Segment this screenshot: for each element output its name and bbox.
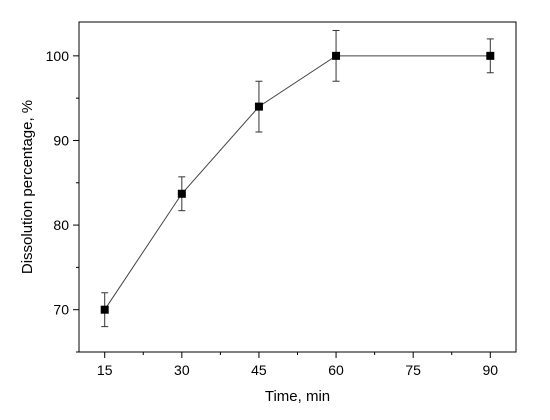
- plot-frame: [78, 21, 517, 353]
- data-point-90: [486, 51, 495, 60]
- x-axis-tick-labels: 15 30 45 60 75 90: [97, 362, 498, 378]
- data-point-30: [177, 189, 186, 198]
- y-tick-label-100: 100: [46, 48, 70, 64]
- y-axis-ticks: [73, 55, 79, 353]
- y-axis-title: Dissolution percentage, %: [19, 100, 36, 274]
- x-axis-title: Time, min: [265, 388, 330, 405]
- data-point-15: [100, 305, 109, 314]
- y-tick-label-70: 70: [53, 302, 69, 318]
- y-tick-label-80: 80: [53, 217, 69, 233]
- series-layer: [100, 29, 495, 328]
- y-tick-label-90: 90: [53, 132, 69, 148]
- x-axis-ticks: [104, 352, 491, 358]
- y-axis-tick-labels: 70 80 90 100: [46, 48, 70, 318]
- data-point-45: [254, 102, 263, 111]
- series-line: [104, 55, 491, 310]
- x-tick-label-15: 15: [97, 362, 113, 378]
- x-tick-label-45: 45: [251, 362, 267, 378]
- x-tick-label-75: 75: [405, 362, 421, 378]
- x-tick-label-30: 30: [174, 362, 190, 378]
- plot-border: [78, 21, 517, 353]
- x-tick-label-60: 60: [328, 362, 344, 378]
- x-tick-label-90: 90: [483, 362, 499, 378]
- data-point-60: [332, 51, 341, 60]
